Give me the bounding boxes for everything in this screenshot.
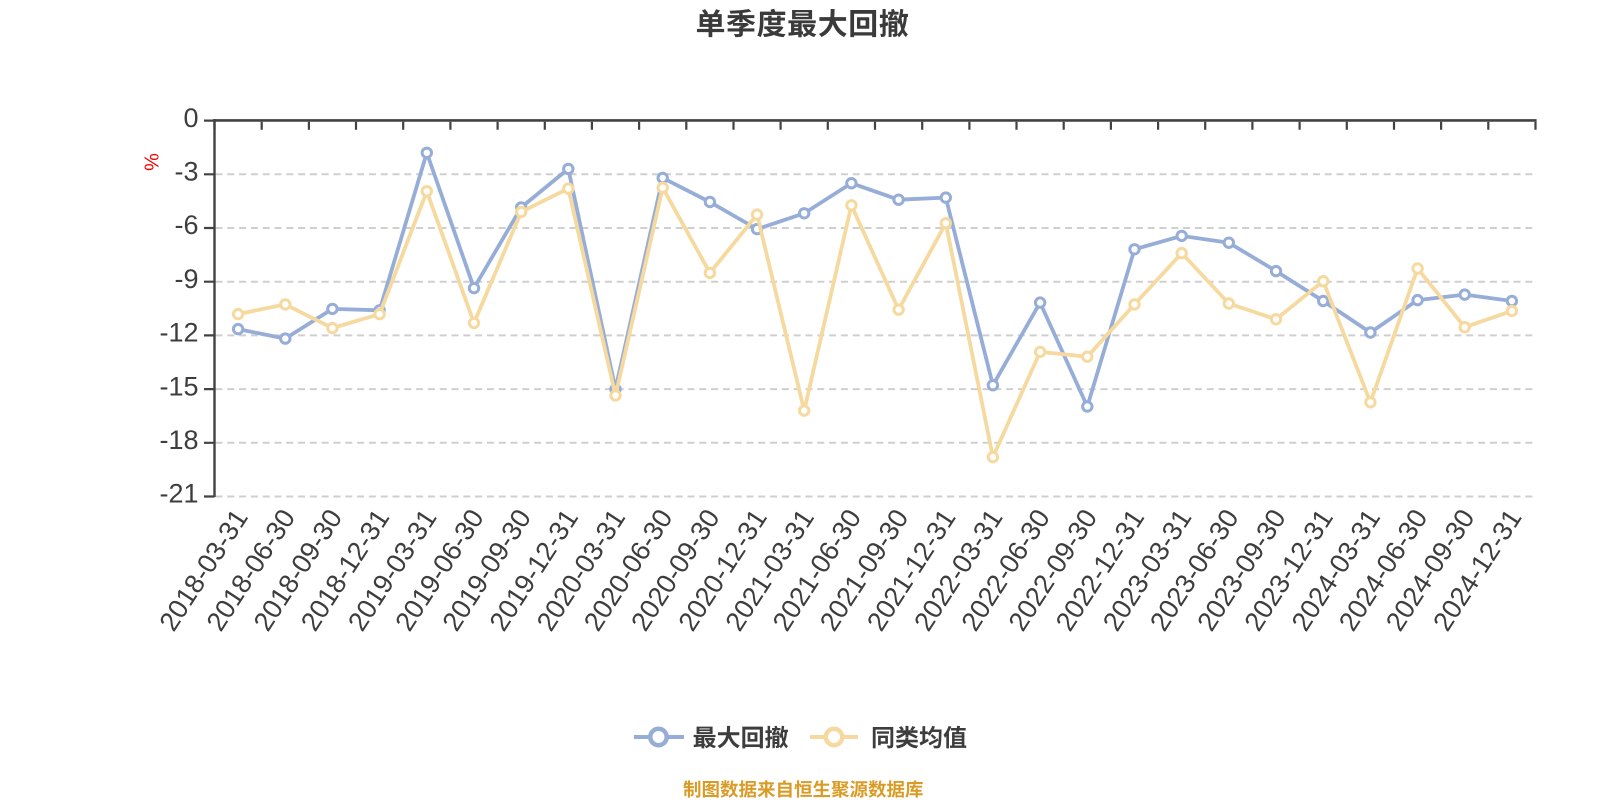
svg-text:-9: -9	[174, 264, 198, 294]
svg-text:-15: -15	[159, 371, 198, 401]
svg-text:0: 0	[183, 103, 198, 133]
svg-text:-3: -3	[174, 157, 198, 187]
svg-text:-6: -6	[174, 210, 198, 240]
svg-text:-21: -21	[159, 479, 198, 509]
svg-text:-18: -18	[159, 425, 198, 455]
svg-text:-12: -12	[159, 318, 198, 348]
svg-text:%: %	[140, 153, 162, 171]
